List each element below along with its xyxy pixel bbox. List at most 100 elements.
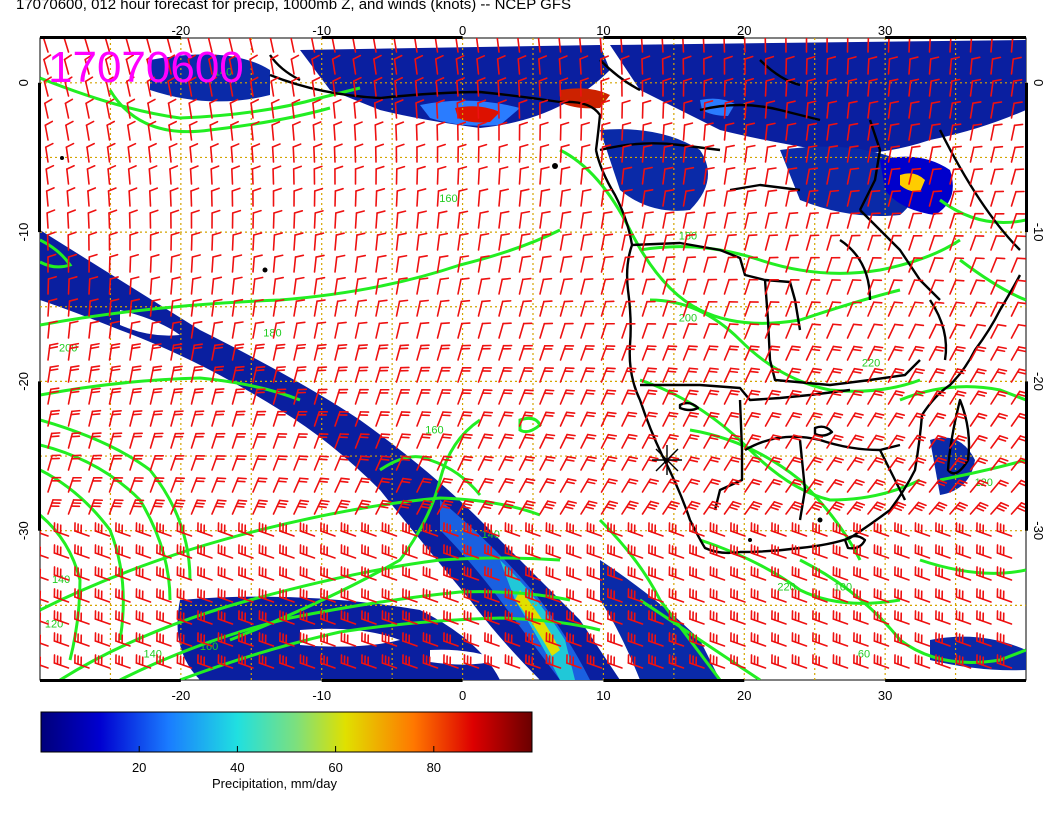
wind-barb — [497, 99, 507, 119]
wind-barb — [518, 344, 533, 361]
wind-barb — [394, 99, 404, 119]
wind-barb — [340, 566, 357, 581]
wind-barb — [949, 56, 960, 75]
wind-barb — [1010, 213, 1026, 229]
colorbar-tick-label: 40 — [230, 760, 245, 775]
wind-barb — [188, 98, 198, 119]
wind-barb — [969, 479, 989, 493]
wind-barb — [231, 455, 247, 471]
wind-barb — [730, 588, 746, 603]
wind-barb — [826, 279, 841, 295]
wind-barb — [539, 144, 550, 163]
wind-barb — [785, 279, 800, 295]
wind-barb — [436, 411, 452, 427]
wind-barb — [826, 390, 843, 405]
wind-barb — [211, 388, 225, 405]
wind-barb — [1010, 123, 1024, 141]
lat-tick-label-left: -10 — [16, 223, 31, 242]
wind-barb — [395, 433, 411, 449]
wind-barb — [566, 566, 582, 581]
wind-barb — [231, 232, 242, 251]
wind-barb — [395, 477, 412, 493]
wind-barb — [477, 389, 493, 405]
wind-barb — [949, 301, 966, 317]
wind-barb — [333, 143, 343, 163]
wind-barb — [238, 566, 254, 581]
wind-barb — [395, 411, 411, 427]
wind-barb — [320, 654, 336, 669]
wind-barb — [969, 323, 986, 339]
wind-barb — [416, 255, 428, 273]
wind-barb — [105, 98, 115, 119]
wind-barb — [682, 323, 698, 339]
wind-barb — [498, 277, 511, 295]
wind-barb — [559, 345, 575, 361]
wind-barb — [313, 477, 330, 493]
wind-barb — [354, 165, 364, 185]
wind-barb — [40, 656, 49, 669]
wind-barb — [539, 300, 553, 317]
wind-barb — [580, 500, 598, 515]
contour-labels: 140 160 180 200 160 140 140 120 180 200 220 220 120 1… — [45, 66, 993, 660]
wind-barb — [599, 55, 609, 75]
wind-barb — [621, 99, 631, 119]
wind-barb — [402, 522, 418, 537]
wind-barb — [40, 590, 49, 603]
wind-barb — [334, 366, 348, 383]
wind-barb — [621, 255, 635, 273]
wind-barb — [600, 300, 615, 317]
wind-barb — [230, 143, 240, 163]
map-title: 17070600, 012 hour forecast for precip, … — [16, 0, 571, 13]
wind-barb — [271, 143, 281, 163]
wind-barb — [867, 323, 883, 339]
wind-barb — [955, 632, 972, 647]
axis-bar-top — [40, 36, 181, 39]
wind-barb — [579, 77, 589, 97]
wind-barb — [853, 632, 869, 647]
wind-barb — [1010, 301, 1026, 317]
wind-barb — [539, 389, 555, 405]
wind-barb — [170, 298, 182, 317]
wind-barb — [88, 476, 103, 493]
wind-barb — [484, 544, 500, 559]
wind-barb — [354, 187, 365, 207]
wind-barb — [456, 121, 467, 141]
wind-barb — [293, 410, 308, 427]
axis-bars — [38, 36, 1028, 682]
wind-barb — [208, 54, 217, 75]
wind-barb — [108, 276, 119, 295]
wind-barb — [662, 99, 673, 119]
wind-barb — [381, 632, 398, 647]
wind-barb — [682, 122, 694, 141]
wind-barb — [703, 189, 716, 207]
wind-barb — [320, 522, 336, 537]
wind-barb — [74, 544, 90, 559]
wind-barb — [662, 278, 676, 295]
wind-barb — [395, 321, 409, 339]
wind-barb — [395, 277, 408, 295]
lon-tick-label-bottom: -10 — [312, 688, 331, 703]
wind-barb — [1010, 368, 1026, 383]
wind-barb — [908, 323, 925, 339]
wind-barb — [313, 165, 323, 185]
wind-barb — [928, 479, 948, 493]
wind-barb — [621, 188, 633, 207]
wind-barb — [252, 433, 267, 449]
wind-barb — [743, 38, 746, 53]
wind-barb — [252, 410, 267, 427]
wind-barb — [723, 189, 736, 207]
wind-barb — [744, 367, 761, 383]
wind-barb — [252, 232, 263, 251]
wind-barb — [402, 632, 418, 647]
wind-barb — [129, 320, 141, 339]
wind-barb — [969, 257, 985, 273]
wind-barb — [106, 120, 116, 141]
wind-barb — [238, 632, 254, 647]
wind-barb — [334, 477, 350, 493]
wind-barb — [455, 38, 459, 53]
wind-barb — [662, 500, 680, 515]
wind-barb — [887, 434, 906, 449]
wind-barb — [682, 434, 700, 449]
wind-barb — [477, 477, 495, 493]
wind-barb — [826, 122, 838, 141]
